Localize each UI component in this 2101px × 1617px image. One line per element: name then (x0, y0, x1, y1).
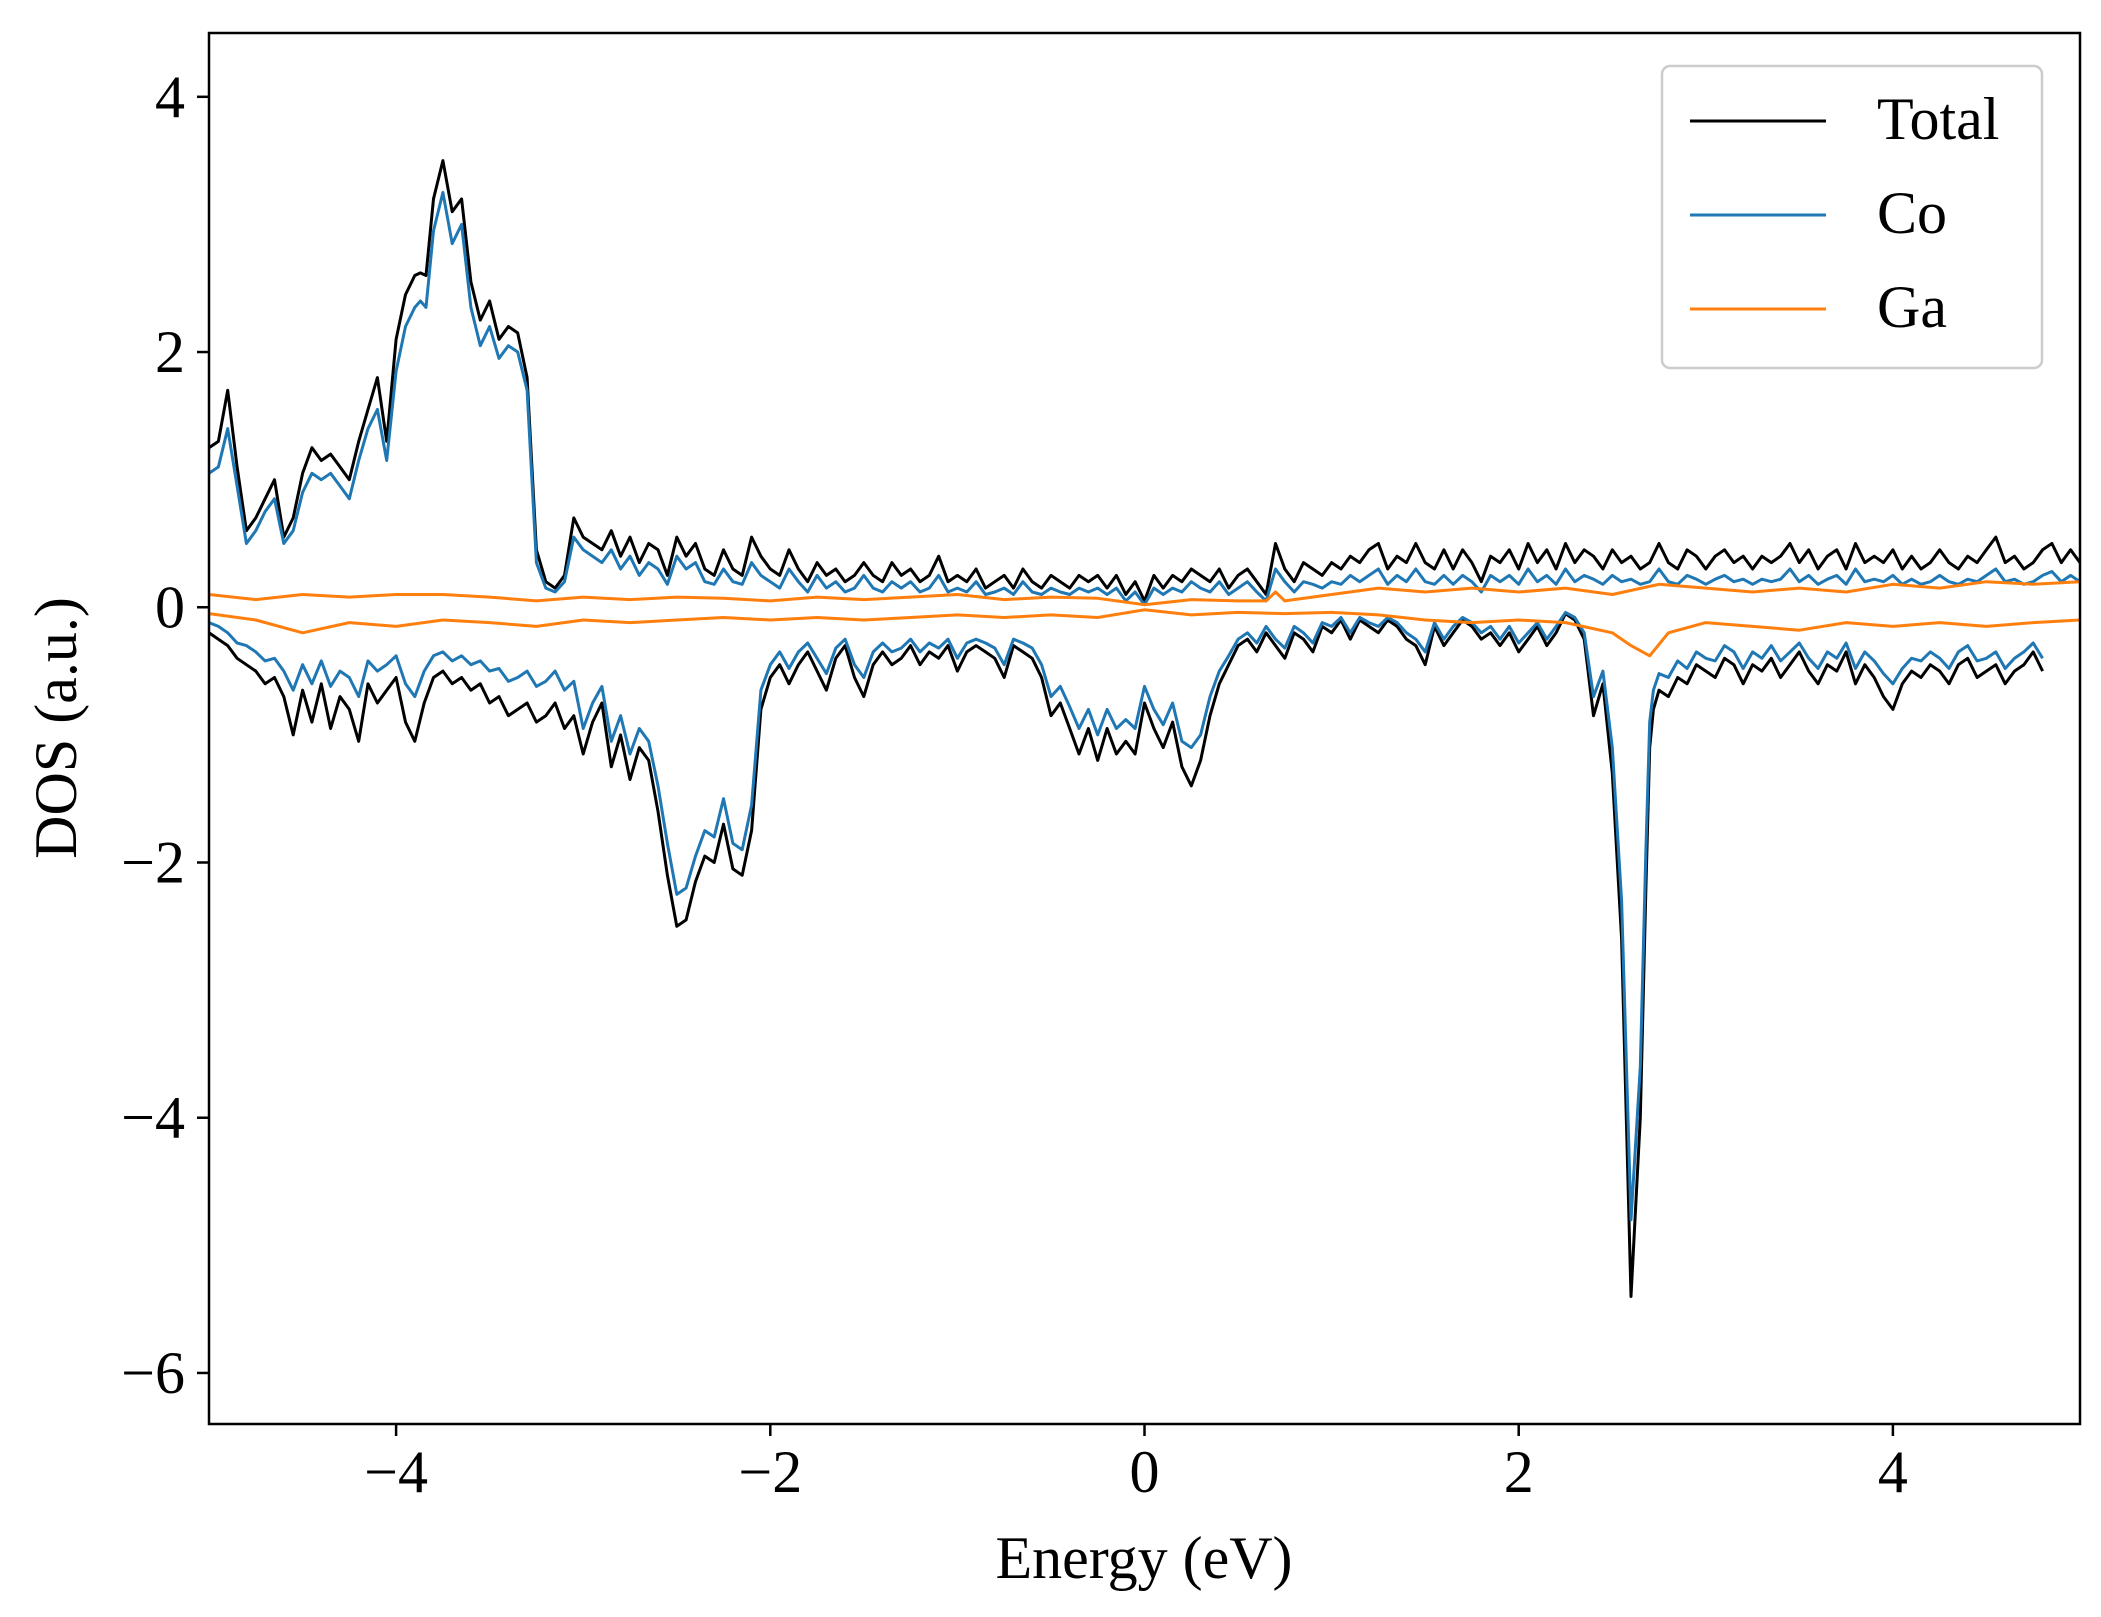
series-line-co-spin-up (209, 191, 2080, 607)
series-line-ga-spin-up (209, 580, 2080, 607)
y-tick-label: 0 (155, 574, 185, 640)
series-layer (209, 159, 2080, 1298)
series-line-total-spin-down (209, 612, 2044, 1298)
legend-label-ga: Ga (1877, 274, 1947, 340)
series-line-co-spin-down (209, 610, 2044, 1222)
y-tick-label: −4 (121, 1085, 185, 1151)
y-tick-label: −6 (121, 1340, 185, 1406)
x-axis-title: Energy (eV) (995, 1525, 1292, 1591)
x-tick-label: 0 (1130, 1439, 1160, 1505)
x-tick-label: −2 (738, 1439, 802, 1505)
x-tick-label: 4 (1878, 1439, 1908, 1505)
legend-box (1660, 64, 2044, 370)
y-axis: −6 −4 −2 0 2 4 (121, 64, 209, 1406)
legend-label-total: Total (1877, 86, 1999, 152)
x-tick-label: −4 (364, 1439, 428, 1505)
x-tick-label: 2 (1504, 1439, 1534, 1505)
series-line-total-spin-up (209, 159, 2080, 603)
y-tick-label: 4 (155, 64, 185, 130)
series-line-ga-spin-down (209, 608, 2080, 658)
y-tick-label: 2 (155, 319, 185, 385)
y-axis-title: DOS (a.u.) (23, 597, 89, 859)
y-tick-label: −2 (121, 829, 185, 895)
legend: Total Co Ga (1660, 64, 2044, 370)
legend-label-co: Co (1877, 180, 1947, 246)
x-axis: −4 −2 0 2 4 (364, 1424, 1908, 1505)
